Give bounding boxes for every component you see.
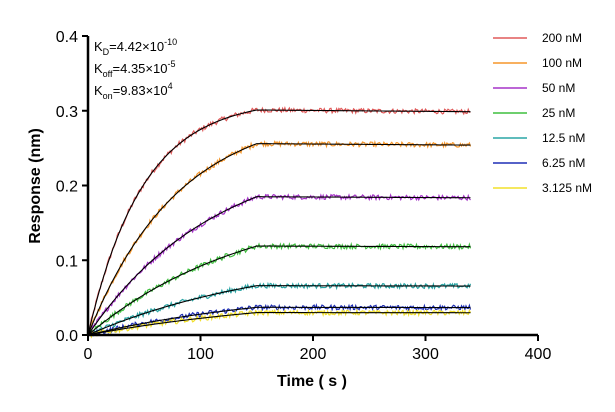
kinetic-constant-off: Koff=4.35×10-5 — [94, 59, 175, 79]
series-fit-2 — [87, 196, 471, 336]
legend-label: 100 nM — [542, 56, 582, 70]
ticks: 0 100 200 300 400 0.0 0.1 0.2 0.3 0.4 — [56, 29, 552, 363]
y-tick-label: 0.4 — [56, 29, 78, 46]
series-fit-5 — [87, 306, 471, 336]
y-tick-label: 0.2 — [56, 179, 78, 196]
legend: 200 nM 100 nM 50 nM 25 nM 12.5 nM 6.25 nM 3.12… — [493, 31, 592, 195]
x-tick-label: 0 — [84, 346, 93, 363]
series-fit-6 — [87, 312, 471, 336]
legend-label: 12.5 nM — [542, 131, 585, 145]
y-axis-title: Response (nm) — [27, 128, 44, 244]
axes — [86, 36, 538, 337]
x-tick-label: 200 — [300, 346, 327, 363]
fit-lines — [87, 109, 471, 336]
x-tick-label: 100 — [187, 346, 214, 363]
x-axis-title: Time ( s ) — [277, 373, 347, 390]
legend-label: 50 nM — [542, 81, 575, 95]
y-tick-label: 0.0 — [56, 328, 78, 345]
series-fit-1 — [87, 143, 471, 336]
legend-label: 3.125 nM — [542, 181, 592, 195]
y-tick-label: 0.3 — [56, 104, 78, 121]
series-fit-0 — [87, 109, 471, 336]
legend-label: 200 nM — [542, 31, 582, 45]
x-tick-label: 300 — [412, 346, 439, 363]
plot-traces — [87, 106, 472, 339]
series-trace-3 — [87, 241, 472, 336]
series-trace-4 — [87, 281, 472, 337]
series-fit-4 — [87, 285, 471, 336]
legend-label: 25 nM — [542, 106, 575, 120]
y-tick-label: 0.1 — [56, 253, 78, 270]
legend-label: 6.25 nM — [542, 156, 585, 170]
x-tick-label: 400 — [525, 346, 552, 363]
series-fit-3 — [87, 245, 471, 336]
kinetic-constant-on: Kon=9.83×104 — [94, 81, 173, 101]
kinetic-constant-D: KD=4.42×10-10 — [94, 37, 177, 57]
